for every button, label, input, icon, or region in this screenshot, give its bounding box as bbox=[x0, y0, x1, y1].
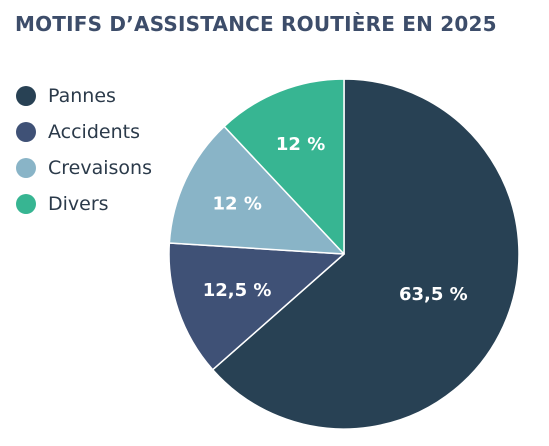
legend-item-crevaisons: Crevaisons bbox=[16, 150, 152, 186]
chart-title: MOTIFS D’ASSISTANCE ROUTIÈRE EN 2025 bbox=[15, 12, 497, 36]
legend-swatch-crevaisons bbox=[16, 158, 36, 178]
legend-item-accidents: Accidents bbox=[16, 114, 152, 150]
pie-slice-labels: 63,5 % 12,5 % 12 % 12 % bbox=[203, 134, 468, 305]
pie-label-crevaisons: 12 % bbox=[213, 193, 262, 214]
legend: Pannes Accidents Crevaisons Divers bbox=[16, 78, 152, 222]
legend-item-divers: Divers bbox=[16, 186, 152, 222]
legend-swatch-divers bbox=[16, 194, 36, 214]
pie-label-accidents: 12,5 % bbox=[203, 280, 272, 301]
pie-slice-pannes bbox=[211, 78, 520, 430]
legend-label-crevaisons: Crevaisons bbox=[48, 157, 152, 179]
pie-slice-divers bbox=[223, 78, 345, 255]
pie-slices bbox=[168, 78, 520, 430]
pie-label-pannes: 63,5 % bbox=[399, 284, 468, 305]
legend-label-pannes: Pannes bbox=[48, 85, 116, 107]
legend-item-pannes: Pannes bbox=[16, 78, 152, 114]
legend-label-divers: Divers bbox=[48, 193, 109, 215]
pie-slice-accidents bbox=[168, 242, 345, 371]
legend-label-accidents: Accidents bbox=[48, 121, 140, 143]
legend-swatch-accidents bbox=[16, 122, 36, 142]
legend-swatch-pannes bbox=[16, 86, 36, 106]
pie-label-divers: 12 % bbox=[276, 134, 325, 155]
pie-slice-crevaisons bbox=[168, 125, 345, 255]
